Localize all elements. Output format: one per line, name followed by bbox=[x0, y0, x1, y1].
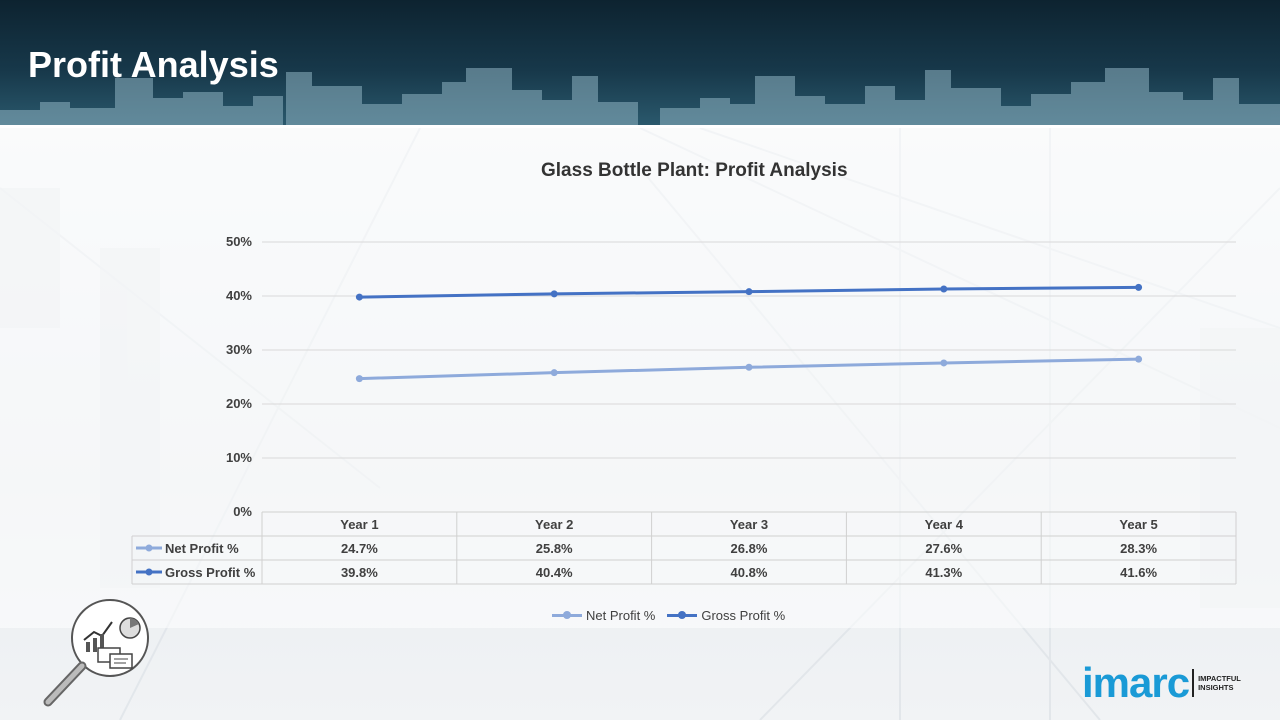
city-skyline-graphic bbox=[0, 68, 1280, 128]
x-tick-label: Year 1 bbox=[340, 517, 379, 532]
imarc-logo: imarc IMPACTFUL INSIGHTS bbox=[1082, 660, 1241, 706]
x-tick-label: Year 2 bbox=[535, 517, 574, 532]
logo-tagline: IMPACTFUL INSIGHTS bbox=[1198, 674, 1241, 692]
y-tick-label: 40% bbox=[225, 288, 252, 303]
data-label: 39.8% bbox=[340, 565, 378, 580]
header-banner: Profit Analysis bbox=[0, 0, 1280, 128]
legend-label: Gross Profit % bbox=[701, 607, 786, 623]
data-label: 25.8% bbox=[535, 541, 573, 556]
legend-item-gross-profit: Gross Profit % bbox=[667, 608, 785, 623]
chart-panel bbox=[0, 128, 1280, 628]
data-point bbox=[355, 293, 363, 301]
table-legend-marker bbox=[145, 568, 153, 576]
legend-item-net-profit: Net Profit % bbox=[552, 608, 655, 623]
data-label: 40.8% bbox=[730, 565, 768, 580]
data-label: 40.4% bbox=[535, 565, 573, 580]
data-point bbox=[940, 359, 948, 367]
logo-divider bbox=[1192, 669, 1195, 697]
y-tick-label: 10% bbox=[225, 450, 252, 465]
data-point bbox=[1135, 283, 1143, 291]
data-label: 24.7% bbox=[340, 541, 378, 556]
data-point bbox=[1135, 355, 1143, 363]
x-tick-label: Year 4 bbox=[924, 517, 963, 532]
page-title: Profit Analysis bbox=[28, 44, 279, 85]
data-point bbox=[550, 369, 558, 377]
y-tick-label: 0% bbox=[233, 504, 252, 519]
data-point bbox=[940, 285, 948, 293]
y-tick-label: 20% bbox=[225, 396, 252, 411]
data-label: 41.6% bbox=[1120, 565, 1158, 580]
data-point bbox=[745, 288, 753, 296]
data-point bbox=[745, 363, 753, 371]
data-label: 27.6% bbox=[925, 541, 963, 556]
table-series-label: Net Profit % bbox=[165, 541, 239, 556]
table-series-label: Gross Profit % bbox=[165, 565, 256, 580]
x-tick-label: Year 5 bbox=[1119, 517, 1158, 532]
data-label: 26.8% bbox=[730, 541, 768, 556]
data-point bbox=[355, 375, 363, 383]
logo-wordmark: imarc bbox=[1082, 659, 1190, 706]
data-table bbox=[131, 511, 1237, 585]
series-lines bbox=[355, 283, 1143, 383]
y-tick-label: 30% bbox=[225, 342, 252, 357]
legend-label: Net Profit % bbox=[586, 607, 656, 623]
chart-legend: Net Profit % Gross Profit % bbox=[552, 606, 785, 624]
analytics-magnifier-icon bbox=[43, 599, 149, 707]
legend-marker-icon bbox=[552, 610, 582, 620]
data-label: 41.3% bbox=[925, 565, 963, 580]
y-tick-label: 50% bbox=[225, 234, 252, 249]
data-label: 28.3% bbox=[1120, 541, 1158, 556]
table-legend-marker bbox=[145, 544, 153, 552]
data-point bbox=[550, 290, 558, 298]
legend-marker-icon bbox=[667, 610, 698, 620]
x-tick-label: Year 3 bbox=[729, 517, 769, 532]
